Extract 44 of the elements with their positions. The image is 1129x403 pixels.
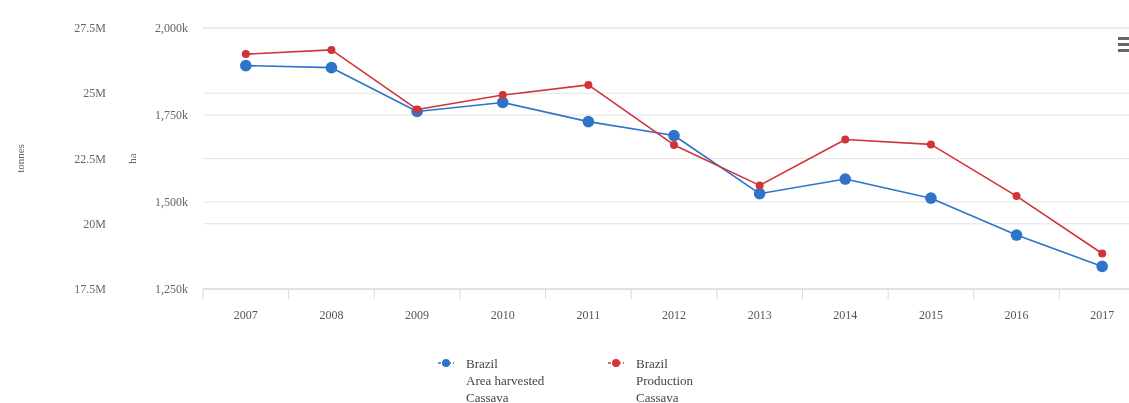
point — [925, 192, 937, 204]
point — [670, 140, 678, 149]
x-tick-label: 2015 — [918, 308, 943, 322]
x-tick-label: 2007 — [233, 308, 258, 322]
legend-label: Brazil Area harvested Cassava — [466, 356, 545, 403]
point — [1012, 192, 1021, 201]
point — [327, 45, 336, 54]
y-tick-label: 22.5M — [74, 151, 107, 166]
y-axis-title: tonnes — [14, 144, 26, 173]
x-tick-label: 2009 — [405, 308, 430, 322]
point — [413, 105, 422, 114]
point — [584, 80, 593, 89]
y2-axis-title: ha — [126, 153, 138, 164]
point — [841, 135, 850, 144]
point — [1098, 249, 1107, 258]
point — [926, 140, 935, 149]
x-tick-label: 2010 — [490, 308, 515, 322]
y2-tick-label: 1,750k — [155, 108, 188, 122]
point — [498, 91, 507, 100]
y-tick-label: 27.5M — [74, 21, 107, 35]
legend-label: Brazil Production Cassava — [636, 356, 694, 403]
x-tick-label: 2011 — [576, 308, 601, 322]
y2-tick-label: 1,250k — [155, 282, 188, 296]
point — [1096, 260, 1108, 273]
y-tick-label: 25M — [83, 86, 107, 101]
x-tick-label: 2013 — [747, 308, 772, 322]
point — [755, 181, 764, 190]
point — [241, 50, 250, 59]
point — [753, 187, 766, 200]
x-tick-label: 2016 — [1004, 308, 1029, 322]
y-tick-label: 20M — [83, 216, 107, 231]
point — [325, 61, 338, 74]
point — [668, 129, 680, 142]
point — [582, 115, 595, 128]
x-tick-label: 2014 — [833, 308, 858, 322]
point — [839, 173, 852, 185]
y-tick-label: 17.5M — [74, 282, 107, 296]
x-tick-label: 2012 — [662, 308, 686, 322]
y2-tick-label: 2,000k — [155, 21, 188, 35]
x-tick-label: 2017 — [1090, 308, 1115, 322]
x-tick-label: 2008 — [319, 308, 344, 322]
point — [1010, 229, 1023, 241]
point — [240, 59, 252, 72]
y2-tick-label: 1,500k — [155, 195, 188, 209]
